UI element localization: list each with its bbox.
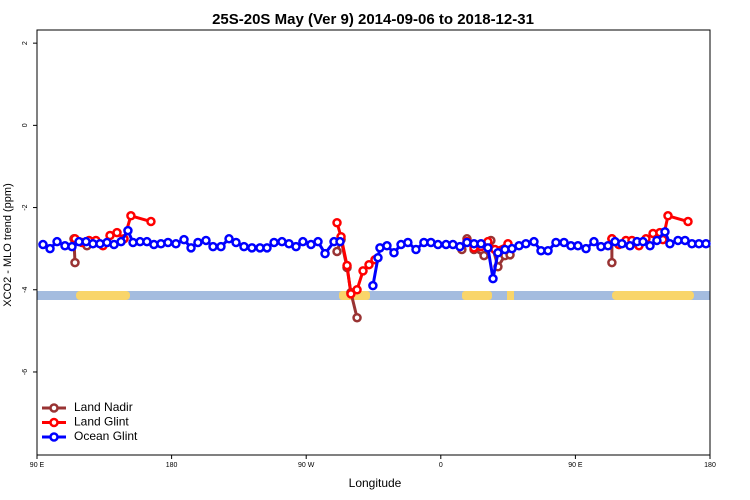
y-tick-label: -2 bbox=[22, 204, 29, 210]
data-point bbox=[488, 273, 498, 284]
data-point bbox=[483, 243, 493, 253]
data-point bbox=[123, 225, 133, 236]
data-point bbox=[411, 244, 421, 255]
data-point bbox=[581, 243, 591, 254]
data-point bbox=[638, 236, 648, 247]
data-point bbox=[358, 266, 368, 276]
data-point bbox=[352, 312, 362, 323]
data-point bbox=[239, 241, 249, 252]
y-tick-label: 0 bbox=[22, 123, 29, 127]
data-point bbox=[269, 237, 279, 248]
data-point bbox=[346, 289, 356, 299]
data-point bbox=[652, 235, 662, 246]
data-point bbox=[298, 236, 308, 247]
data-point bbox=[529, 236, 539, 247]
data-point bbox=[607, 257, 617, 268]
data-point bbox=[476, 238, 486, 249]
data-point bbox=[543, 245, 553, 256]
x-tick-label: 90 E bbox=[568, 462, 583, 469]
data-point bbox=[38, 239, 48, 250]
data-point bbox=[701, 238, 711, 249]
data-point bbox=[573, 241, 583, 251]
data-point bbox=[433, 239, 443, 250]
data-point bbox=[589, 236, 599, 247]
data-point bbox=[660, 227, 670, 237]
x-tick-label: 90 W bbox=[298, 462, 315, 469]
x-tick-label: 180 bbox=[166, 462, 178, 469]
data-point bbox=[52, 236, 62, 247]
sea-band bbox=[37, 291, 710, 300]
y-tick-label: -6 bbox=[22, 369, 29, 375]
data-point bbox=[313, 236, 323, 247]
data-point bbox=[335, 236, 345, 247]
data-point bbox=[231, 237, 241, 248]
data-point bbox=[146, 216, 156, 227]
data-point bbox=[320, 248, 330, 259]
data-point bbox=[332, 246, 342, 257]
data-point bbox=[67, 241, 77, 252]
data-point bbox=[186, 243, 196, 253]
data-point bbox=[389, 248, 399, 258]
data-point bbox=[551, 237, 561, 248]
land-patch bbox=[612, 291, 694, 300]
data-point bbox=[493, 248, 503, 258]
x-axis-label: Longitude bbox=[349, 476, 402, 490]
land-patch bbox=[76, 291, 130, 300]
data-point bbox=[112, 227, 122, 238]
data-point bbox=[262, 243, 272, 253]
land-sea-strip bbox=[37, 291, 710, 300]
data-point bbox=[479, 250, 489, 261]
data-point bbox=[352, 285, 362, 295]
data-point bbox=[179, 234, 189, 245]
data-point bbox=[382, 241, 392, 251]
legend-marker bbox=[49, 432, 59, 442]
chart-title: 25S-20S May (Ver 9) 2014-09-06 to 2018-1… bbox=[212, 11, 534, 28]
legend-marker bbox=[49, 403, 59, 413]
legend-marker bbox=[49, 417, 59, 428]
legend-label: Land Glint bbox=[74, 415, 129, 429]
data-point bbox=[291, 241, 301, 252]
data-point bbox=[224, 234, 234, 244]
data-point bbox=[683, 216, 693, 227]
y-tick-label: 2 bbox=[22, 41, 29, 45]
data-point bbox=[45, 243, 55, 254]
data-point bbox=[403, 237, 413, 248]
data-point bbox=[603, 241, 613, 251]
data-point bbox=[208, 241, 218, 252]
land-patch bbox=[462, 291, 492, 300]
data-point bbox=[247, 243, 257, 253]
x-tick-label: 180 bbox=[704, 462, 716, 469]
data-point bbox=[163, 237, 173, 248]
data-point bbox=[116, 236, 126, 247]
data-point bbox=[171, 238, 181, 249]
data-point bbox=[216, 241, 226, 252]
data-point bbox=[645, 241, 655, 251]
y-tick-label: -4 bbox=[22, 287, 29, 293]
land-patch bbox=[507, 291, 514, 300]
data-point bbox=[342, 260, 352, 271]
legend-label: Land Nadir bbox=[74, 400, 133, 414]
data-point bbox=[455, 241, 465, 252]
y-axis-label: XCO2 - MLO trend (ppm) bbox=[2, 183, 14, 306]
data-point bbox=[663, 211, 673, 221]
data-point bbox=[70, 257, 80, 268]
x-tick-label: 90 E bbox=[30, 462, 45, 469]
data-point bbox=[126, 211, 136, 221]
data-point bbox=[625, 241, 635, 251]
data-point bbox=[617, 238, 627, 249]
data-point bbox=[332, 218, 342, 228]
data-point bbox=[193, 237, 203, 248]
data-point bbox=[201, 235, 211, 246]
series bbox=[38, 225, 711, 291]
x-tick-label: 0 bbox=[439, 462, 443, 469]
data-point bbox=[521, 238, 531, 249]
data-point bbox=[364, 259, 374, 270]
data-point bbox=[665, 238, 675, 249]
legend-label: Ocean Glint bbox=[74, 429, 138, 443]
data-point bbox=[373, 252, 383, 263]
data-point bbox=[368, 280, 378, 291]
